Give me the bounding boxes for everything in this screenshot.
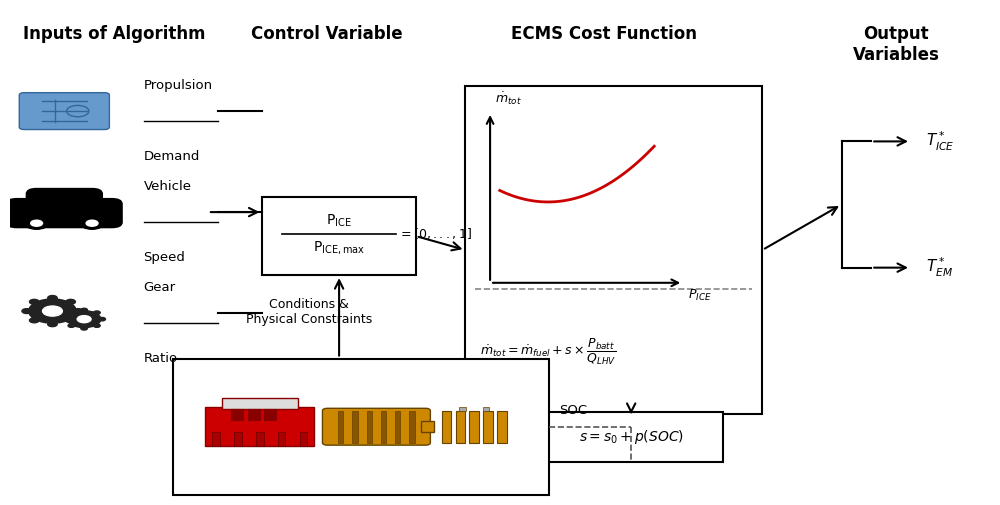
Circle shape <box>66 318 75 323</box>
Circle shape <box>22 309 31 314</box>
FancyBboxPatch shape <box>19 93 109 129</box>
Text: $P_{ICE}$: $P_{ICE}$ <box>688 288 712 303</box>
FancyBboxPatch shape <box>395 411 400 442</box>
Circle shape <box>77 316 91 323</box>
FancyBboxPatch shape <box>234 432 242 446</box>
FancyBboxPatch shape <box>248 409 260 420</box>
Circle shape <box>48 322 57 327</box>
Text: Speed: Speed <box>144 251 185 264</box>
FancyBboxPatch shape <box>256 432 264 446</box>
FancyBboxPatch shape <box>231 409 243 420</box>
Circle shape <box>29 299 39 304</box>
Text: ECMS Cost Function: ECMS Cost Function <box>511 25 697 43</box>
FancyBboxPatch shape <box>222 397 298 409</box>
FancyBboxPatch shape <box>205 408 314 446</box>
FancyBboxPatch shape <box>338 411 343 442</box>
Text: Demand: Demand <box>144 150 200 163</box>
FancyBboxPatch shape <box>300 432 307 446</box>
FancyBboxPatch shape <box>459 407 466 411</box>
FancyBboxPatch shape <box>7 199 122 227</box>
Circle shape <box>68 311 75 314</box>
Text: $\mathregular{P_{ICE,max}}$: $\mathregular{P_{ICE,max}}$ <box>313 239 365 257</box>
FancyBboxPatch shape <box>352 411 358 442</box>
FancyBboxPatch shape <box>322 408 430 445</box>
Text: Conditions &
Physical Constraints: Conditions & Physical Constraints <box>246 298 373 326</box>
FancyBboxPatch shape <box>497 411 507 443</box>
Circle shape <box>43 306 62 316</box>
Circle shape <box>94 324 100 327</box>
Text: SOC: SOC <box>559 403 588 417</box>
FancyBboxPatch shape <box>278 432 285 446</box>
FancyBboxPatch shape <box>27 189 102 211</box>
Text: Ratio: Ratio <box>144 352 178 365</box>
FancyBboxPatch shape <box>442 411 451 443</box>
FancyBboxPatch shape <box>483 407 489 411</box>
FancyBboxPatch shape <box>212 432 220 446</box>
Circle shape <box>25 217 48 229</box>
Text: Inputs of Algorithm: Inputs of Algorithm <box>23 25 205 43</box>
Circle shape <box>29 299 76 323</box>
FancyBboxPatch shape <box>173 359 549 495</box>
FancyBboxPatch shape <box>465 86 762 414</box>
FancyBboxPatch shape <box>421 421 434 432</box>
Text: $\dot{m}_{tot}$: $\dot{m}_{tot}$ <box>495 90 522 107</box>
Circle shape <box>29 318 39 323</box>
Text: Propulsion: Propulsion <box>144 79 213 92</box>
Text: $= [0, ..., 1]$: $= [0, ..., 1]$ <box>398 226 472 241</box>
Circle shape <box>80 217 104 229</box>
Circle shape <box>81 308 87 312</box>
Circle shape <box>31 220 43 226</box>
FancyBboxPatch shape <box>381 411 386 442</box>
Circle shape <box>94 311 100 314</box>
Text: $T^*_{ICE}$: $T^*_{ICE}$ <box>926 130 954 153</box>
Text: Control Variable: Control Variable <box>251 25 403 43</box>
FancyBboxPatch shape <box>469 411 479 443</box>
Circle shape <box>99 318 105 321</box>
Text: $T^*_{EM}$: $T^*_{EM}$ <box>926 256 953 279</box>
Circle shape <box>68 324 75 327</box>
Circle shape <box>63 318 69 321</box>
FancyBboxPatch shape <box>456 411 465 443</box>
FancyBboxPatch shape <box>262 197 416 275</box>
Text: Vehicle: Vehicle <box>144 180 192 193</box>
Text: $s = s_0 + p(SOC)$: $s = s_0 + p(SOC)$ <box>579 428 684 446</box>
Circle shape <box>66 299 75 304</box>
Text: $\dot{m}_{tot} = \dot{m}_{fuel} + s \times \dfrac{P_{batt}}{Q_{LHV}}$: $\dot{m}_{tot} = \dot{m}_{fuel} + s \tim… <box>480 337 616 367</box>
FancyBboxPatch shape <box>264 409 276 420</box>
FancyBboxPatch shape <box>540 412 723 462</box>
Circle shape <box>48 295 57 300</box>
Circle shape <box>81 327 87 330</box>
Circle shape <box>68 311 101 328</box>
Circle shape <box>73 309 83 314</box>
Text: Output
Variables: Output Variables <box>853 25 939 64</box>
FancyBboxPatch shape <box>483 411 493 443</box>
Text: Gear: Gear <box>144 281 176 294</box>
FancyBboxPatch shape <box>367 411 372 442</box>
FancyBboxPatch shape <box>409 411 415 442</box>
Text: $\mathregular{P_{ICE}}$: $\mathregular{P_{ICE}}$ <box>326 212 352 229</box>
Circle shape <box>86 220 98 226</box>
